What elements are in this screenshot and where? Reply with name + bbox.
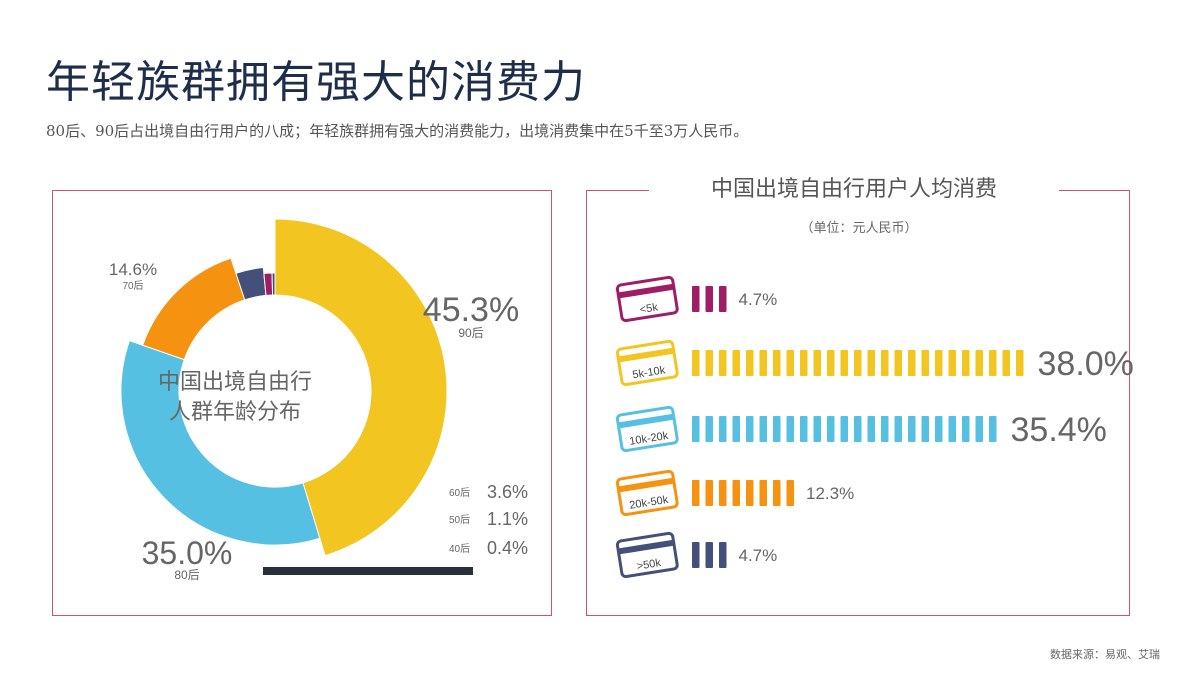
donut-name-label-40后: 40后 (449, 543, 470, 555)
spending-bar->50k (692, 542, 727, 568)
age-distribution-panel: 中国出境自由行 人群年龄分布 45.3% 90后 35.0% 80后 14.6% 70后 6… (52, 190, 552, 616)
card-icon-5k-10k: 5k-10k (615, 339, 679, 387)
donut-value-label-90后: 45.3% (423, 291, 519, 329)
spending-bar-10k-20k (692, 416, 997, 442)
donut-base-bar (263, 567, 473, 575)
donut-name-label-50后: 50后 (449, 514, 470, 526)
card-label-5k-10k: 5k-10k (632, 364, 667, 381)
donut-value-label-70后: 14.6% (109, 260, 157, 279)
donut-slice-70后 (142, 257, 246, 361)
spending-value-label-5k-10k: 38.0% (1038, 345, 1134, 383)
data-source-note: 数据来源：易观、艾瑞 (1050, 648, 1160, 661)
card-icon-<5k: <5k (615, 275, 679, 323)
spending-value-label-<5k: 4.7% (739, 290, 778, 309)
age-donut-chart: 中国出境自由行 人群年龄分布 45.3%90后 35.0%80后 14.6%70后 6… (109, 218, 528, 582)
donut-center-label-line2: 人群年龄分布 (169, 400, 301, 425)
spending-bar-20k-50k (692, 480, 794, 506)
donut-value-label-40后: 0.4% (487, 538, 528, 558)
spending-title-wrap: 中国出境自由行用户人均消费 (649, 173, 1059, 207)
spending-value-label-10k-20k: 35.4% (1011, 411, 1107, 449)
page-title: 年轻族群拥有强大的消费力 (46, 57, 586, 108)
card-label-<5k: <5k (639, 301, 659, 316)
spending-value-label->50k: 4.7% (739, 546, 778, 565)
donut-value-label-50后: 1.1% (487, 509, 528, 529)
spending-unit-label: （单位：元人民币） (800, 221, 918, 236)
donut-name-label-90后: 90后 (458, 326, 483, 340)
page-subtitle: 80后、90后占出境自由行用户的八成；年轻族群拥有强大的消费能力，出境消费集中在… (46, 122, 749, 140)
donut-slice-90后 (274, 218, 448, 557)
spending-bar-5k-10k (692, 350, 1024, 376)
donut-center-label-line1: 中国出境自由行 (158, 370, 312, 395)
spending-chart-title: 中国出境自由行用户人均消费 (710, 177, 997, 202)
donut-slice-40后 (271, 272, 276, 296)
spending-value-label-20k-50k: 12.3% (806, 484, 854, 503)
donut-slice-50后 (263, 272, 274, 296)
donut-name-label-60后: 60后 (449, 487, 470, 499)
donut-value-label-80后: 35.0% (142, 535, 233, 571)
donut-value-label-60后: 3.6% (487, 482, 528, 502)
spending-panel: 中国出境自由行用户人均消费 （单位：元人民币） <5k 4.7% 5k-10k 38.… (586, 173, 1134, 616)
card-icon-10k-20k: 10k-20k (615, 405, 679, 453)
donut-name-label-80后: 80后 (174, 568, 199, 582)
card-icon->50k: >50k (615, 531, 679, 579)
card-icon-20k-50k: 20k-50k (615, 469, 679, 517)
donut-slice-80后 (120, 340, 321, 546)
donut-name-label-70后: 70后 (122, 280, 143, 292)
spending-bar-chart: <5k 4.7% 5k-10k 38.0% 10k-20k 35.4% 20k-50k 12.… (615, 275, 1134, 579)
card-label->50k: >50k (636, 557, 662, 573)
spending-bar-<5k (692, 286, 727, 312)
